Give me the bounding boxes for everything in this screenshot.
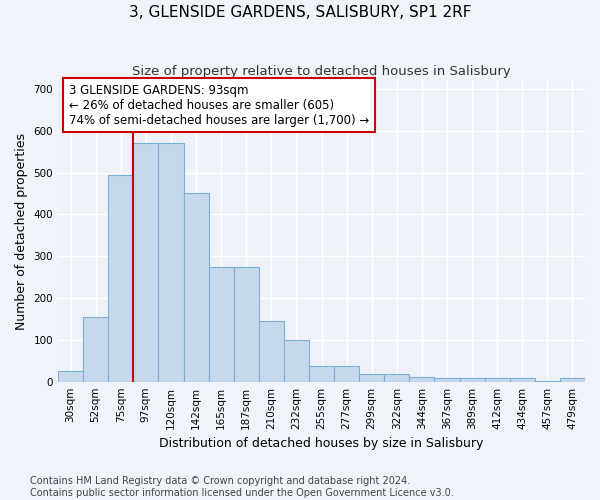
Bar (58, 371, 83, 382)
Text: 3 GLENSIDE GARDENS: 93sqm
← 26% of detached houses are smaller (605)
74% of semi: 3 GLENSIDE GARDENS: 93sqm ← 26% of detac… (68, 84, 369, 126)
Bar (233, 266, 259, 382)
Bar (460, 378, 485, 382)
Bar (409, 376, 434, 382)
Bar (510, 378, 535, 382)
Bar (384, 374, 409, 382)
Bar (133, 144, 158, 382)
Y-axis label: Number of detached properties: Number of detached properties (15, 132, 28, 330)
Bar (560, 378, 585, 382)
Bar (184, 194, 209, 382)
Bar (108, 174, 133, 382)
Bar (259, 321, 284, 382)
Text: 3, GLENSIDE GARDENS, SALISBURY, SP1 2RF: 3, GLENSIDE GARDENS, SALISBURY, SP1 2RF (129, 5, 471, 20)
Bar (158, 144, 184, 382)
Text: Contains HM Land Registry data © Crown copyright and database right 2024.
Contai: Contains HM Land Registry data © Crown c… (30, 476, 454, 498)
X-axis label: Distribution of detached houses by size in Salisbury: Distribution of detached houses by size … (160, 437, 484, 450)
Bar (309, 366, 334, 382)
Bar (359, 374, 384, 382)
Bar (535, 381, 560, 382)
Bar (334, 366, 359, 382)
Bar (83, 317, 108, 382)
Title: Size of property relative to detached houses in Salisbury: Size of property relative to detached ho… (132, 65, 511, 78)
Bar (434, 378, 460, 382)
Bar (209, 266, 233, 382)
Bar (284, 340, 309, 382)
Bar (485, 378, 510, 382)
